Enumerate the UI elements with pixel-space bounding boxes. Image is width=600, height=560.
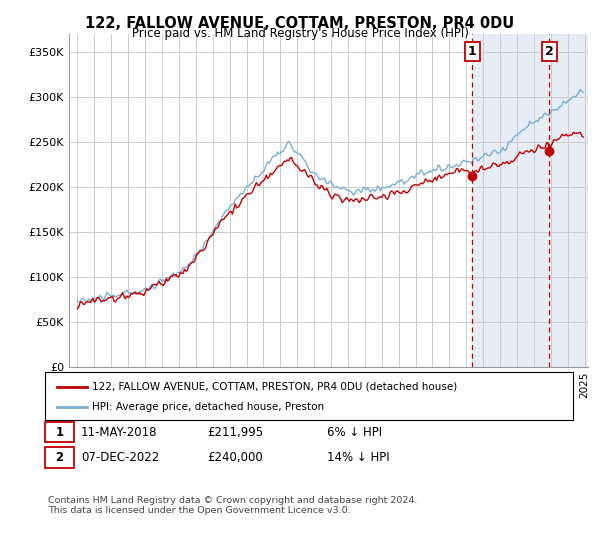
Text: 07-DEC-2022: 07-DEC-2022 bbox=[81, 451, 159, 464]
Text: Price paid vs. HM Land Registry's House Price Index (HPI): Price paid vs. HM Land Registry's House … bbox=[131, 27, 469, 40]
Text: 11-MAY-2018: 11-MAY-2018 bbox=[81, 426, 157, 439]
Text: 2: 2 bbox=[545, 45, 554, 58]
Text: 2: 2 bbox=[55, 451, 64, 464]
Text: Contains HM Land Registry data © Crown copyright and database right 2024.
This d: Contains HM Land Registry data © Crown c… bbox=[48, 496, 418, 515]
Text: HPI: Average price, detached house, Preston: HPI: Average price, detached house, Pres… bbox=[92, 402, 324, 412]
Text: 6% ↓ HPI: 6% ↓ HPI bbox=[327, 426, 382, 439]
Text: 122, FALLOW AVENUE, COTTAM, PRESTON, PR4 0DU (detached house): 122, FALLOW AVENUE, COTTAM, PRESTON, PR4… bbox=[92, 382, 457, 392]
Text: 1: 1 bbox=[468, 45, 477, 58]
Text: £240,000: £240,000 bbox=[207, 451, 263, 464]
Bar bbox=[472, 34, 588, 367]
Text: 14% ↓ HPI: 14% ↓ HPI bbox=[327, 451, 389, 464]
Text: 122, FALLOW AVENUE, COTTAM, PRESTON, PR4 0DU: 122, FALLOW AVENUE, COTTAM, PRESTON, PR4… bbox=[85, 16, 515, 31]
Text: £211,995: £211,995 bbox=[207, 426, 263, 439]
Text: 1: 1 bbox=[55, 426, 64, 439]
